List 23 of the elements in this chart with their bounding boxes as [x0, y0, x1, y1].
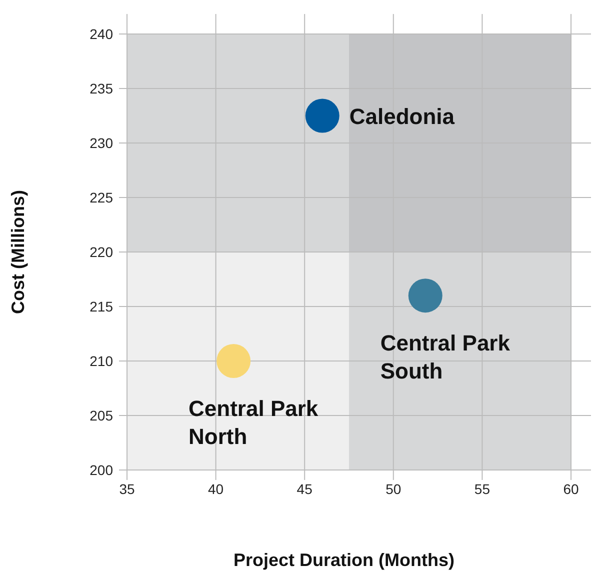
point	[216, 344, 251, 378]
x-tick-label: 60	[563, 481, 579, 497]
series-label: Central Park South	[380, 330, 511, 384]
y-tick-label: 220	[90, 244, 114, 260]
x-tick-label: 45	[296, 481, 313, 497]
y-tick-label: 235	[90, 80, 114, 96]
x-tick-label: 55	[474, 481, 490, 497]
y-tick-label: 200	[90, 462, 114, 478]
y-tick-label: 215	[90, 298, 114, 314]
x-tick-label: 35	[119, 481, 135, 497]
y-tick-label: 240	[90, 26, 114, 42]
point	[408, 278, 442, 313]
point	[305, 98, 340, 133]
y-tick-label: 230	[90, 135, 114, 151]
y-tick-label: 225	[90, 190, 114, 206]
series-label: Caledonia	[349, 104, 456, 129]
y-axis-title: Cost (Millions)	[8, 190, 28, 314]
y-tick-label: 210	[90, 353, 114, 369]
x-tick-label: 50	[386, 481, 402, 497]
y-tick-label: 205	[90, 408, 114, 424]
x-tick-label: 40	[208, 481, 224, 497]
x-axis-title: Project Duration (Months)	[234, 550, 454, 570]
series-label: Central Park North	[188, 396, 319, 449]
